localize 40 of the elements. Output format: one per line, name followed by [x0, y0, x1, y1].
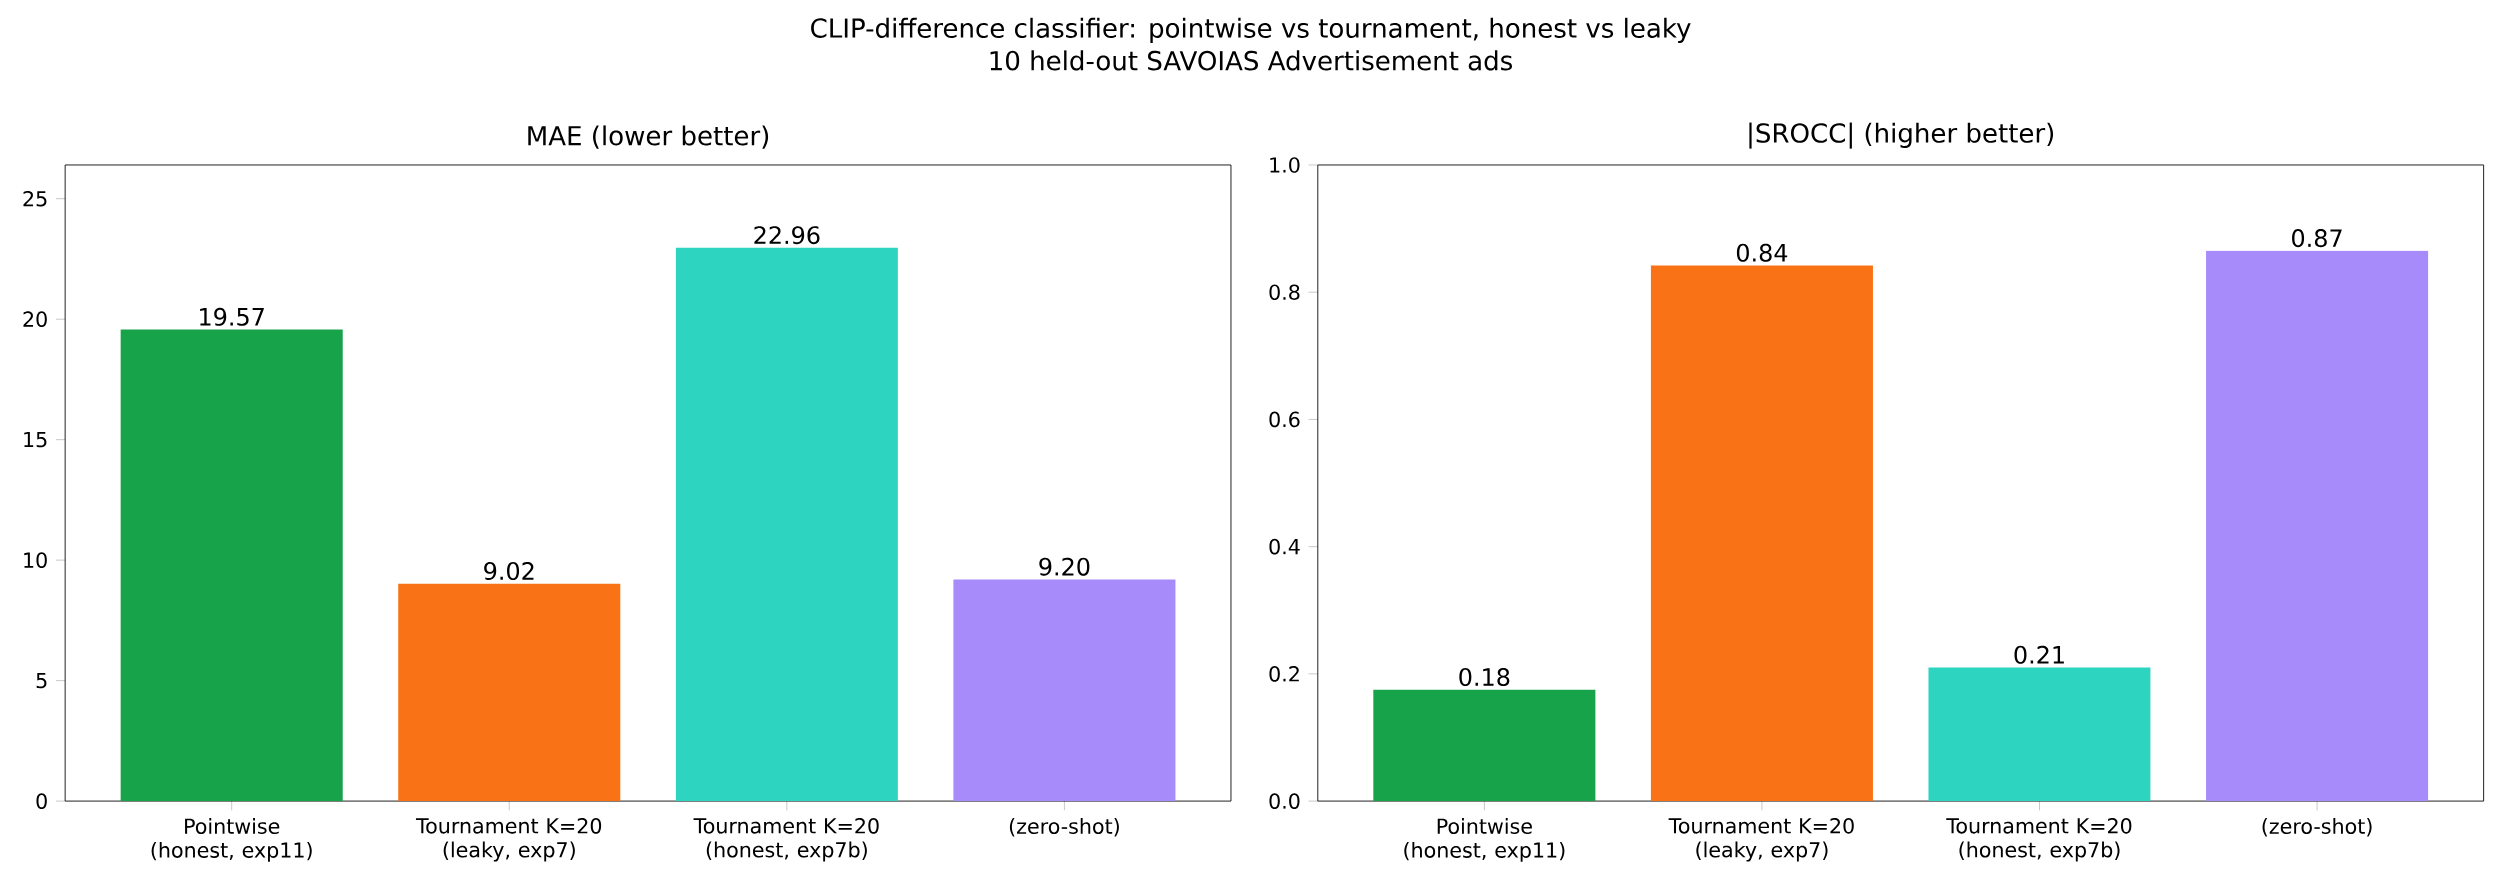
x-tick-label: Tournament K=20 (leaky, exp7) [415, 818, 602, 862]
y-tick-label: 0.4 [1269, 538, 1300, 555]
y-tick-label: 10 [24, 552, 47, 568]
data-label: 19.57 [200, 307, 264, 326]
data-label: 9.20 [1039, 557, 1090, 576]
chart-title: MAE (lower better) [528, 125, 769, 149]
chart-title: |SROCC| (higher better) [1749, 122, 2054, 149]
y-tick-label: 0 [36, 793, 47, 809]
y-tick-label: 0.6 [1269, 411, 1300, 428]
data-label: 9.02 [484, 562, 534, 581]
x-tick-label: (zero-shot) [2262, 818, 2372, 837]
bar [1650, 265, 1873, 802]
bar [120, 329, 343, 802]
y-tick-label: 20 [23, 311, 47, 328]
bar [1373, 689, 1596, 802]
bar [675, 247, 898, 802]
data-label: 0.21 [2014, 645, 2064, 664]
bar [953, 579, 1176, 802]
y-tick-label: 0.2 [1269, 666, 1299, 682]
text: CLIP-difference classifier: pointwise vs tournament, honest vs leaky [811, 17, 1691, 44]
bar [1928, 667, 2151, 802]
data-label: 0.87 [2292, 229, 2342, 248]
y-tick-label: 1.0 [1270, 157, 1300, 173]
data-label: 0.18 [1459, 668, 1510, 687]
x-tick-label: Pointwise (honest, exp11) [1404, 818, 1565, 862]
data-label: 0.84 [1736, 243, 1788, 262]
y-tick-label: 15 [24, 432, 47, 448]
y-tick-label: 5 [36, 672, 47, 689]
x-tick-label: Tournament K=20 (honest, exp7b) [1946, 818, 2132, 862]
x-tick-label: Tournament K=20 (honest, exp7b) [693, 818, 879, 862]
data-label: 22.96 [754, 226, 820, 245]
y-tick-label: 0.8 [1269, 284, 1300, 301]
bar [398, 583, 621, 802]
x-tick-label: (zero-shot) [1009, 818, 1119, 837]
y-tick-label: 25 [23, 190, 47, 207]
y-tick-label: 0.0 [1269, 793, 1300, 809]
x-tick-label: Pointwise (honest, exp11) [151, 818, 312, 862]
bar [2206, 250, 2429, 802]
x-tick-label: Tournament K=20 (leaky, exp7) [1668, 818, 1854, 862]
text: 10 held-out SAVOIAS Advertisement ads [990, 50, 1512, 71]
